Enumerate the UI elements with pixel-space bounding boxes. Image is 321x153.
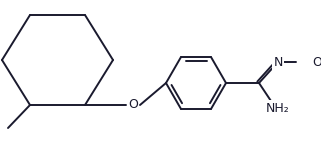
Text: O: O — [128, 99, 138, 112]
Text: NH₂: NH₂ — [266, 101, 290, 114]
Text: N: N — [273, 56, 283, 69]
Text: OH: OH — [312, 56, 321, 69]
